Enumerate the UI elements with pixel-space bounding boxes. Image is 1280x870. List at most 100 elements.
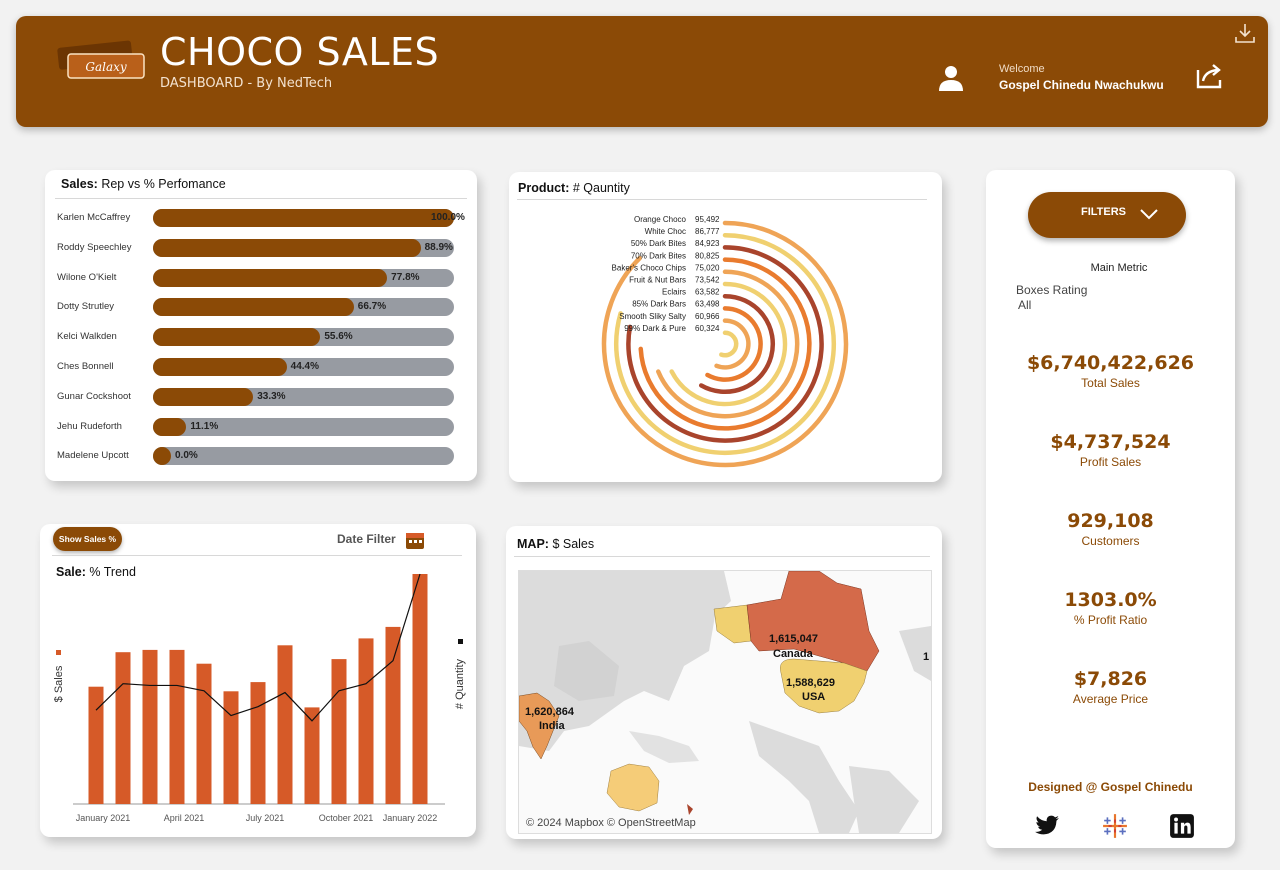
rep-bar-fill: [153, 447, 171, 466]
trend-bar[interactable]: [169, 649, 185, 804]
sales-rep-card: Sales: Rep vs % Perfomance Karlen McCaff…: [45, 170, 477, 481]
rep-bar-track[interactable]: [153, 209, 454, 227]
rep-value-label: 77.8%: [391, 271, 420, 283]
trend-bar[interactable]: [250, 682, 266, 804]
rep-value-label: 100.0%: [431, 212, 465, 223]
linkedin-icon[interactable]: [1169, 813, 1195, 839]
trend-bar[interactable]: [304, 707, 320, 804]
rep-value-label: 55.6%: [324, 331, 353, 343]
trend-bar[interactable]: [385, 626, 401, 804]
rep-bar-fill: [153, 209, 454, 227]
rep-bar-track[interactable]: [153, 358, 454, 376]
trend-card: Show Sales % Date Filter Sale: % Trend J…: [40, 524, 476, 837]
sales-map[interactable]: 1,615,047 Canada 1,588,629 USA 1,620,864…: [518, 570, 932, 834]
rep-bar-fill: [153, 358, 287, 376]
rep-value-label: 33.3%: [257, 390, 286, 402]
trend-bar[interactable]: [358, 638, 374, 804]
product-arc[interactable]: [719, 330, 739, 358]
trend-bar[interactable]: [115, 652, 131, 804]
map-card: MAP: $ Sales 1,615,047 Canada 1,588,629 …: [506, 526, 942, 839]
user-icon: [939, 66, 963, 91]
rep-bar-track[interactable]: [153, 328, 454, 347]
show-sales-button[interactable]: Show Sales %: [53, 527, 122, 551]
rep-bar-fill: [153, 238, 421, 257]
rep-value-label: 11.1%: [190, 420, 219, 432]
product-arc[interactable]: [601, 220, 849, 468]
trend-x-tick: October 2021: [319, 813, 374, 823]
product-arc[interactable]: [626, 245, 824, 443]
kpi-value: 1303.0%: [1064, 589, 1157, 611]
kpi-label: Total Sales: [1081, 376, 1140, 390]
twitter-icon[interactable]: [1034, 813, 1060, 839]
tableau-icon[interactable]: [1102, 813, 1128, 839]
rep-bar-fill: [153, 417, 187, 436]
usa-label: USA: [802, 691, 825, 703]
dashboard-title: CHOCO SALES: [160, 30, 440, 74]
trend-sales-legend-mark: [56, 650, 61, 655]
product-arc[interactable]: [614, 232, 837, 455]
main-metric-label: Main Metric: [1090, 262, 1148, 274]
trend-bar[interactable]: [196, 663, 212, 804]
trend-bar[interactable]: [277, 645, 293, 804]
kpi-value: 929,108: [1067, 510, 1154, 532]
rep-value-label: 66.7%: [357, 301, 387, 313]
trend-bar[interactable]: [331, 659, 347, 804]
sales-rep-title: Sales: Rep vs % Perfomance: [61, 177, 226, 191]
map-edge-label: 1: [923, 651, 929, 663]
rep-name: Madelene Upcott: [57, 450, 129, 462]
rep-value-label: 44.4%: [290, 361, 319, 372]
rep-bar-fill: [153, 387, 254, 406]
product-value-label: 80,825: [695, 251, 720, 260]
rep-bar-track[interactable]: [153, 387, 454, 406]
rep-name: Wilone O'Kielt: [57, 271, 117, 283]
rep-bar-track[interactable]: [153, 417, 454, 436]
download-icon[interactable]: [1234, 22, 1256, 44]
user-name: Gospel Chinedu Nwachukwu: [999, 78, 1164, 92]
product-arc[interactable]: [669, 281, 788, 407]
rep-name: Ches Bonnell: [57, 361, 114, 372]
product-name-label: White Choc: [645, 227, 686, 236]
product-radial-chart: Orange Choco 95,492 White Choc 86,777 50% Da…: [601, 215, 849, 468]
date-filter-label: Date Filter: [337, 532, 396, 546]
rep-bar-track[interactable]: [153, 238, 454, 257]
trend-bar[interactable]: [223, 691, 239, 804]
boxes-rating-label: Boxes Rating: [1016, 283, 1088, 297]
product-value-label: 84,923: [695, 239, 720, 248]
canada-value: 1,615,047: [769, 633, 818, 645]
share-icon[interactable]: [1194, 60, 1224, 90]
rep-bar-fill: [153, 268, 388, 287]
product-arc[interactable]: [714, 318, 751, 370]
calendar-icon[interactable]: [405, 530, 425, 550]
filters-button[interactable]: FILTERS: [1028, 192, 1186, 238]
product-name-label: 50% Dark Bites: [631, 239, 686, 248]
rep-bar-track[interactable]: [153, 298, 454, 317]
trend-quantity-line: [95, 573, 421, 722]
product-value-label: 86,777: [695, 227, 720, 236]
rep-bar-track[interactable]: [153, 268, 454, 287]
rep-name: Dotty Strutley: [57, 301, 115, 313]
rep-bar-track[interactable]: [153, 447, 454, 466]
trend-y2-label: # Quantity: [454, 658, 466, 709]
logo-text: Galaxy: [85, 60, 127, 74]
trend-bar[interactable]: [412, 574, 428, 804]
product-arc[interactable]: [656, 269, 800, 419]
trend-quantity-legend-mark: [458, 639, 463, 644]
kpi-label: Average Price: [1072, 692, 1149, 706]
trend-bar[interactable]: [142, 649, 158, 804]
product-name-label: Eclairs: [662, 288, 686, 297]
rep-name: Jehu Rudeforth: [57, 420, 122, 432]
rep-name: Roddy Speechley: [57, 241, 132, 253]
product-arc[interactable]: [638, 257, 812, 431]
rep-value-label: 88.9%: [424, 241, 453, 253]
dashboard-subtitle: DASHBOARD - By NedTech: [160, 76, 333, 91]
rep-name: Karlen McCaffrey: [57, 212, 131, 223]
kpi-value: $7,826: [1073, 668, 1148, 690]
trend-x-tick: April 2021: [164, 813, 205, 823]
rep-name: Gunar Cockshoot: [57, 390, 131, 402]
india-label: India: [539, 720, 566, 732]
product-arc[interactable]: [698, 293, 776, 394]
product-arc[interactable]: [705, 306, 763, 382]
boxes-rating-value[interactable]: All: [1018, 298, 1032, 312]
product-value-label: 75,020: [695, 263, 720, 272]
trend-bar[interactable]: [88, 686, 104, 804]
